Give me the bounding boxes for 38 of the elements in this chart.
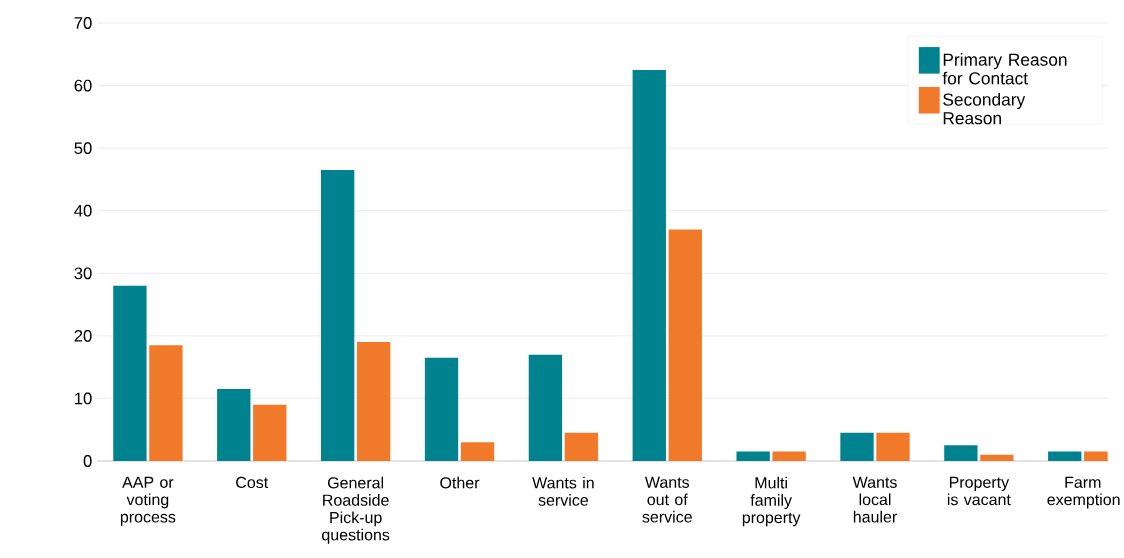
x-tick-label: AAP or voting process (120, 476, 176, 526)
x-tick-label: Multi family property (742, 476, 801, 527)
y-tick-label: 60 (74, 79, 92, 92)
legend-label: Primary Reason for Contact (942, 53, 1067, 85)
x-tick-label: Wants out of service (642, 476, 692, 523)
y-tick-label: 10 (75, 392, 92, 405)
bar (460, 442, 495, 461)
bar (944, 445, 978, 461)
y-tick-label: 40 (74, 204, 92, 217)
bar (736, 451, 770, 461)
y-tick-label: 30 (74, 267, 92, 280)
x-tick-label: Wants in service (532, 476, 594, 506)
bar (113, 285, 147, 461)
x-tick-label: General Roadside Pick-up questions (322, 476, 390, 544)
bar (424, 357, 459, 461)
bar (253, 404, 287, 461)
bar (320, 170, 355, 461)
bar (668, 229, 702, 461)
bar (149, 345, 183, 461)
y-tick-label: 70 (74, 17, 92, 29)
x-tick-label: Farm exemption (1047, 476, 1120, 509)
bar (632, 69, 666, 461)
x-tick-label: Cost (236, 476, 269, 489)
bar (528, 354, 563, 461)
y-tick-label: 50 (74, 142, 92, 155)
bar (840, 432, 874, 461)
y-tick-label: 0 (83, 455, 92, 467)
bar (876, 432, 910, 461)
bar (980, 454, 1014, 461)
y-tick-label: 20 (74, 329, 92, 342)
bar (356, 342, 391, 461)
x-tick-label: Property is vacant (947, 476, 1011, 506)
legend-label: Secondary Reason (943, 92, 1026, 125)
x-tick-label: Other (440, 476, 480, 489)
x-tick-label: Wants local hauler (852, 476, 897, 523)
bar (772, 451, 806, 461)
bar (564, 432, 599, 461)
bar (217, 389, 251, 461)
